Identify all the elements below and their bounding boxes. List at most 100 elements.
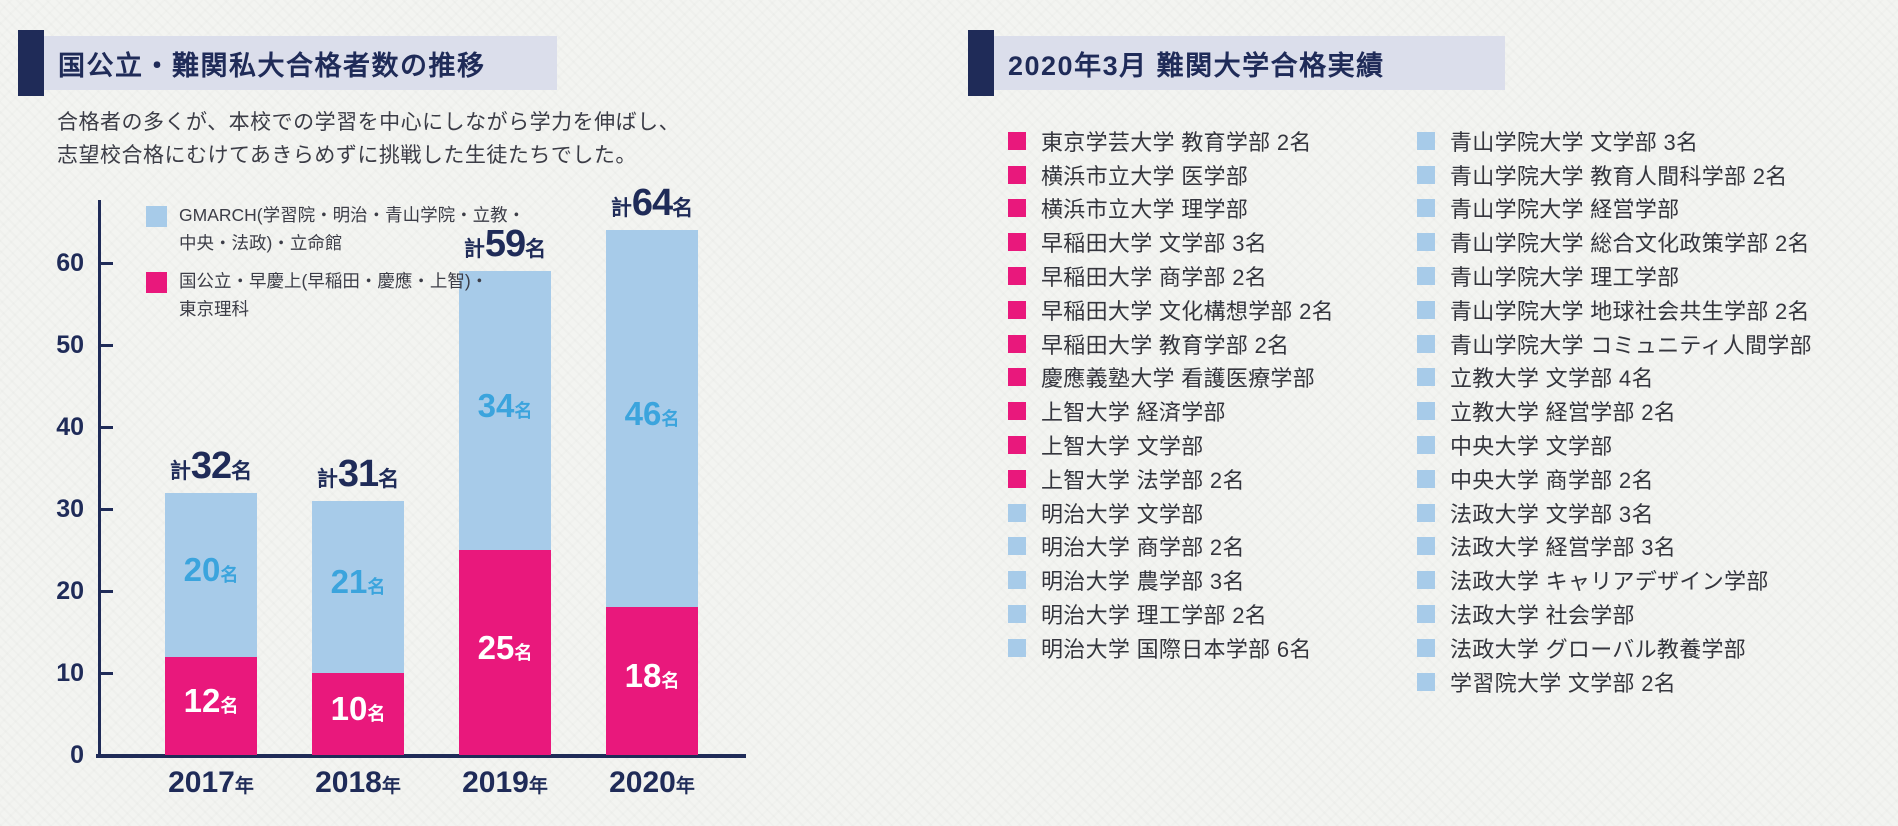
result-marker-square (1008, 537, 1026, 556)
category-year: 2017 (168, 766, 235, 799)
banner-accent-block (968, 30, 994, 96)
result-item-text: 明治大学 理工学部 2名 (1041, 603, 1268, 629)
results-column-right: 青山学院大学 文学部 3名 青山学院大学 教育人間科学部 2名 青山学院大学 経営学… (1417, 124, 1812, 699)
result-item: 上智大学 文学部 (1008, 428, 1334, 462)
result-item: 学習院大学 文学部 2名 (1417, 665, 1812, 699)
result-item: 早稲田大学 文化構想学部 2名 (1008, 293, 1334, 327)
x-category-label: 2020年 (582, 766, 722, 800)
result-marker-square (1008, 605, 1026, 624)
result-marker-square (1417, 436, 1435, 455)
result-marker-square (1008, 469, 1026, 488)
x-category-label: 2018年 (288, 766, 428, 800)
bar-value-number: 34 (477, 386, 515, 424)
total-unit: 名 (378, 467, 400, 491)
result-marker-square (1417, 199, 1435, 218)
bar-value-unit: 名 (661, 671, 680, 692)
legend-label-line1: 国公立・早慶上(早稲田・慶應・上智)・ (179, 271, 489, 291)
bar-value-label-gmarch: 46名 (606, 395, 698, 433)
left-section-title: 国公立・難関私大合格者数の推移 (58, 50, 486, 81)
result-item-text: 中央大学 文学部 (1450, 434, 1613, 460)
result-item: 中央大学 文学部 (1417, 428, 1812, 462)
result-marker-square (1417, 300, 1435, 319)
result-item: 上智大学 法学部 2名 (1008, 462, 1334, 496)
y-tick-mark (101, 343, 113, 347)
result-item: 法政大学 キャリアデザイン学部 (1417, 563, 1812, 597)
result-marker-square (1417, 368, 1435, 387)
bar-value-number: 21 (330, 562, 368, 600)
y-tick-label: 10 (56, 659, 84, 687)
result-item-text: 早稲田大学 文化構想学部 2名 (1041, 298, 1334, 324)
result-item-text: 上智大学 経済学部 (1041, 400, 1226, 426)
result-marker-square (1008, 199, 1026, 218)
total-unit: 名 (525, 238, 547, 262)
x-axis-line (96, 754, 746, 758)
legend-label: 国公立・早慶上(早稲田・慶應・上智)・ 東京理科 (179, 268, 488, 323)
bar-segment-kokukoritsu (459, 550, 551, 755)
result-item: 明治大学 農学部 3名 (1008, 563, 1334, 597)
result-marker-square (1417, 605, 1435, 624)
result-item: 青山学院大学 経営学部 (1417, 192, 1812, 226)
bar-value-unit: 名 (367, 704, 386, 724)
bar-value-label-kokukoritsu: 12名 (165, 682, 257, 720)
x-category-label: 2017年 (141, 766, 281, 800)
results-column-left: 東京学芸大学 教育学部 2名 横浜市立大学 医学部 横浜市立大学 理学部 早稲田大学 … (1008, 124, 1334, 665)
right-section-banner: 2020年3月 難関大学合格実績 (968, 30, 1505, 96)
result-item: 立教大学 文学部 4名 (1417, 361, 1812, 395)
bar-value-unit: 名 (514, 400, 533, 421)
bar-value-number: 20 (183, 550, 221, 588)
result-item: 横浜市立大学 理学部 (1008, 192, 1334, 226)
result-item-text: 明治大学 商学部 2名 (1041, 535, 1245, 561)
bar-value-number: 25 (477, 628, 515, 666)
result-item-text: 法政大学 経営学部 3名 (1450, 535, 1677, 561)
banner-background: 2020年3月 難関大学合格実績 (994, 36, 1505, 90)
result-item: 東京学芸大学 教育学部 2名 (1008, 124, 1334, 158)
y-tick-label: 20 (56, 577, 84, 605)
result-item-text: 東京学芸大学 教育学部 2名 (1041, 129, 1312, 155)
result-item: 青山学院大学 地球社会共生学部 2名 (1417, 293, 1812, 327)
bar-segment-kokukoritsu (165, 656, 257, 755)
y-tick-label: 0 (70, 741, 84, 769)
result-marker-square (1417, 267, 1435, 286)
legend-label-line1: GMARCH(学習院・明治・青山学院・立教・ (179, 205, 526, 225)
total-prefix: 計 (169, 459, 191, 483)
y-tick-mark (101, 671, 113, 675)
result-item-text: 青山学院大学 地球社会共生学部 2名 (1450, 298, 1810, 324)
result-item: 法政大学 グローバル教養学部 (1417, 631, 1812, 665)
bar-value-unit: 名 (220, 564, 239, 585)
result-marker-square (1417, 469, 1435, 488)
result-item: 早稲田大学 教育学部 2名 (1008, 327, 1334, 361)
total-prefix: 計 (463, 238, 485, 262)
result-item: 立教大学 経営学部 2名 (1417, 394, 1812, 428)
result-marker-square (1008, 368, 1026, 387)
bar-total-label: 計64名 (572, 182, 732, 225)
result-marker-square (1417, 402, 1435, 421)
y-tick-label: 50 (56, 331, 84, 359)
result-marker-square (1417, 672, 1435, 691)
y-tick-mark (101, 507, 113, 511)
bar-value-label-gmarch: 20名 (165, 551, 257, 589)
result-item: 中央大学 商学部 2名 (1417, 462, 1812, 496)
result-item-text: 立教大学 文学部 4名 (1450, 366, 1654, 392)
result-item-text: 早稲田大学 教育学部 2名 (1041, 332, 1290, 358)
result-item-text: 青山学院大学 教育人間科学部 2名 (1450, 163, 1788, 189)
bar-value-number: 10 (330, 690, 368, 727)
bar-value-unit: 名 (514, 642, 533, 663)
result-item: 青山学院大学 理工学部 (1417, 259, 1812, 293)
result-item: 早稲田大学 文学部 3名 (1008, 225, 1334, 259)
legend-label-line2: 中央・法政)・立命館 (179, 232, 343, 253)
result-item: 明治大学 商学部 2名 (1008, 530, 1334, 564)
total-prefix: 計 (316, 467, 338, 491)
result-item: 明治大学 国際日本学部 6名 (1008, 631, 1334, 665)
result-marker-square (1008, 300, 1026, 319)
result-item-text: 青山学院大学 経営学部 (1450, 197, 1680, 223)
bar-segment-gmarch (312, 500, 404, 673)
result-marker-square (1417, 165, 1435, 184)
result-item-text: 慶應義塾大学 看護医療学部 (1041, 366, 1316, 392)
legend-swatch-kokukoritsu (146, 272, 167, 293)
result-item: 慶應義塾大学 看護医療学部 (1008, 361, 1334, 395)
bar-value-label-kokukoritsu: 18名 (606, 657, 698, 695)
total-unit: 名 (672, 197, 694, 221)
result-item-text: 上智大学 法学部 2名 (1041, 467, 1245, 493)
total-prefix: 計 (610, 197, 632, 221)
bar-total-label: 計31名 (278, 453, 438, 496)
